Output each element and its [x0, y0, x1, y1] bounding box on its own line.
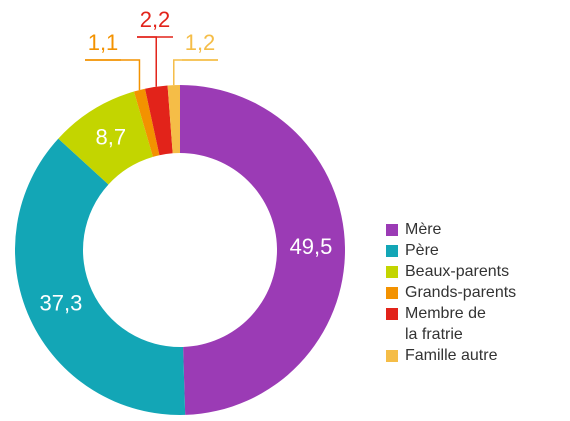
legend-item: Famille autre — [386, 345, 516, 366]
donut-segment — [145, 85, 173, 156]
data-label: 37,3 — [40, 290, 83, 315]
data-label: 49,5 — [290, 234, 333, 259]
donut-segment — [167, 85, 180, 154]
data-label: 8,7 — [96, 125, 127, 150]
data-label: 1,2 — [185, 30, 216, 55]
leader-line — [85, 59, 141, 91]
legend-item: Membre de la fratrie — [386, 303, 516, 345]
data-label: 2,2 — [140, 7, 171, 32]
donut-segment — [180, 85, 345, 415]
legend-item: Beaux-parents — [386, 261, 516, 282]
legend-swatch — [386, 308, 398, 320]
legend-item: Mère — [386, 219, 516, 240]
legend-label: Beaux-parents — [405, 263, 510, 280]
legend-label: Membre de la fratrie — [405, 305, 486, 343]
legend-swatch — [386, 266, 398, 278]
donut-segment — [15, 138, 186, 416]
donut-segment — [58, 91, 153, 185]
legend-label: Grands-parents — [405, 284, 517, 301]
legend-label: Mère — [405, 221, 442, 238]
legend-swatch — [386, 350, 398, 362]
legend-item: Grands-parents — [386, 282, 516, 303]
legend-swatch — [386, 224, 398, 236]
leader-line — [173, 59, 218, 86]
legend-swatch — [386, 245, 398, 257]
legend: Mère Père Beaux-parents Grands-parents Membr… — [386, 219, 516, 366]
donut-segment — [133, 88, 160, 157]
legend-label: Père — [405, 242, 439, 259]
legend-label: Famille autre — [405, 347, 498, 364]
data-label: 1,1 — [88, 30, 119, 55]
legend-item: Père — [386, 240, 516, 261]
legend-swatch — [386, 287, 398, 299]
